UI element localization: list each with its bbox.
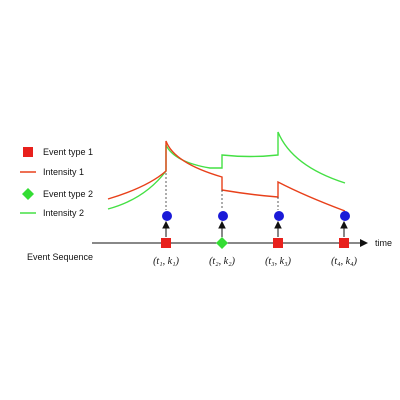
legend-event-type-2-label: Event type 2 <box>43 189 93 199</box>
event-3-label: (t₃, k₃) <box>265 256 292 267</box>
event-marker-4 <box>340 211 350 221</box>
legend-event-type-1-square-icon <box>23 147 33 157</box>
intensity-1-curve <box>107 140 346 212</box>
event-arrows <box>162 220 348 237</box>
time-axis-arrow-icon <box>360 239 368 247</box>
event-2-diamond-icon <box>216 237 228 249</box>
legend-intensity-2-label: Intensity 2 <box>43 208 84 218</box>
events <box>161 237 349 249</box>
legend: Event type 1 Intensity 1 Event type 2 In… <box>20 147 93 218</box>
legend-event-type-2-diamond-icon <box>22 188 34 200</box>
time-axis-label: time <box>375 238 392 248</box>
arrow-head-1 <box>162 220 170 229</box>
arrow-head-4 <box>340 220 348 229</box>
event-2-label: (t₂, k₂) <box>209 256 236 267</box>
legend-event-type-1-label: Event type 1 <box>43 147 93 157</box>
arrow-head-2 <box>218 220 226 229</box>
event-3-square-icon <box>273 238 283 248</box>
event-marker-1 <box>162 211 172 221</box>
event-marker-2 <box>218 211 228 221</box>
event-drop-lines <box>165 173 279 210</box>
event-4-square-icon <box>339 238 349 248</box>
arrow-head-3 <box>274 220 282 229</box>
event-1-label: (t₁, k₁) <box>153 256 180 267</box>
event-marker-3 <box>274 211 284 221</box>
event-markers <box>162 211 350 221</box>
event-1-square-icon <box>161 238 171 248</box>
intensity-2-curve <box>107 131 346 210</box>
event-labels: (t₁, k₁) (t₂, k₂) (t₃, k₃) (t₄, k₄) <box>153 256 358 267</box>
event-4-label: (t₄, k₄) <box>331 256 358 267</box>
legend-intensity-1-label: Intensity 1 <box>43 167 84 177</box>
event-sequence-label: Event Sequence <box>27 252 93 262</box>
